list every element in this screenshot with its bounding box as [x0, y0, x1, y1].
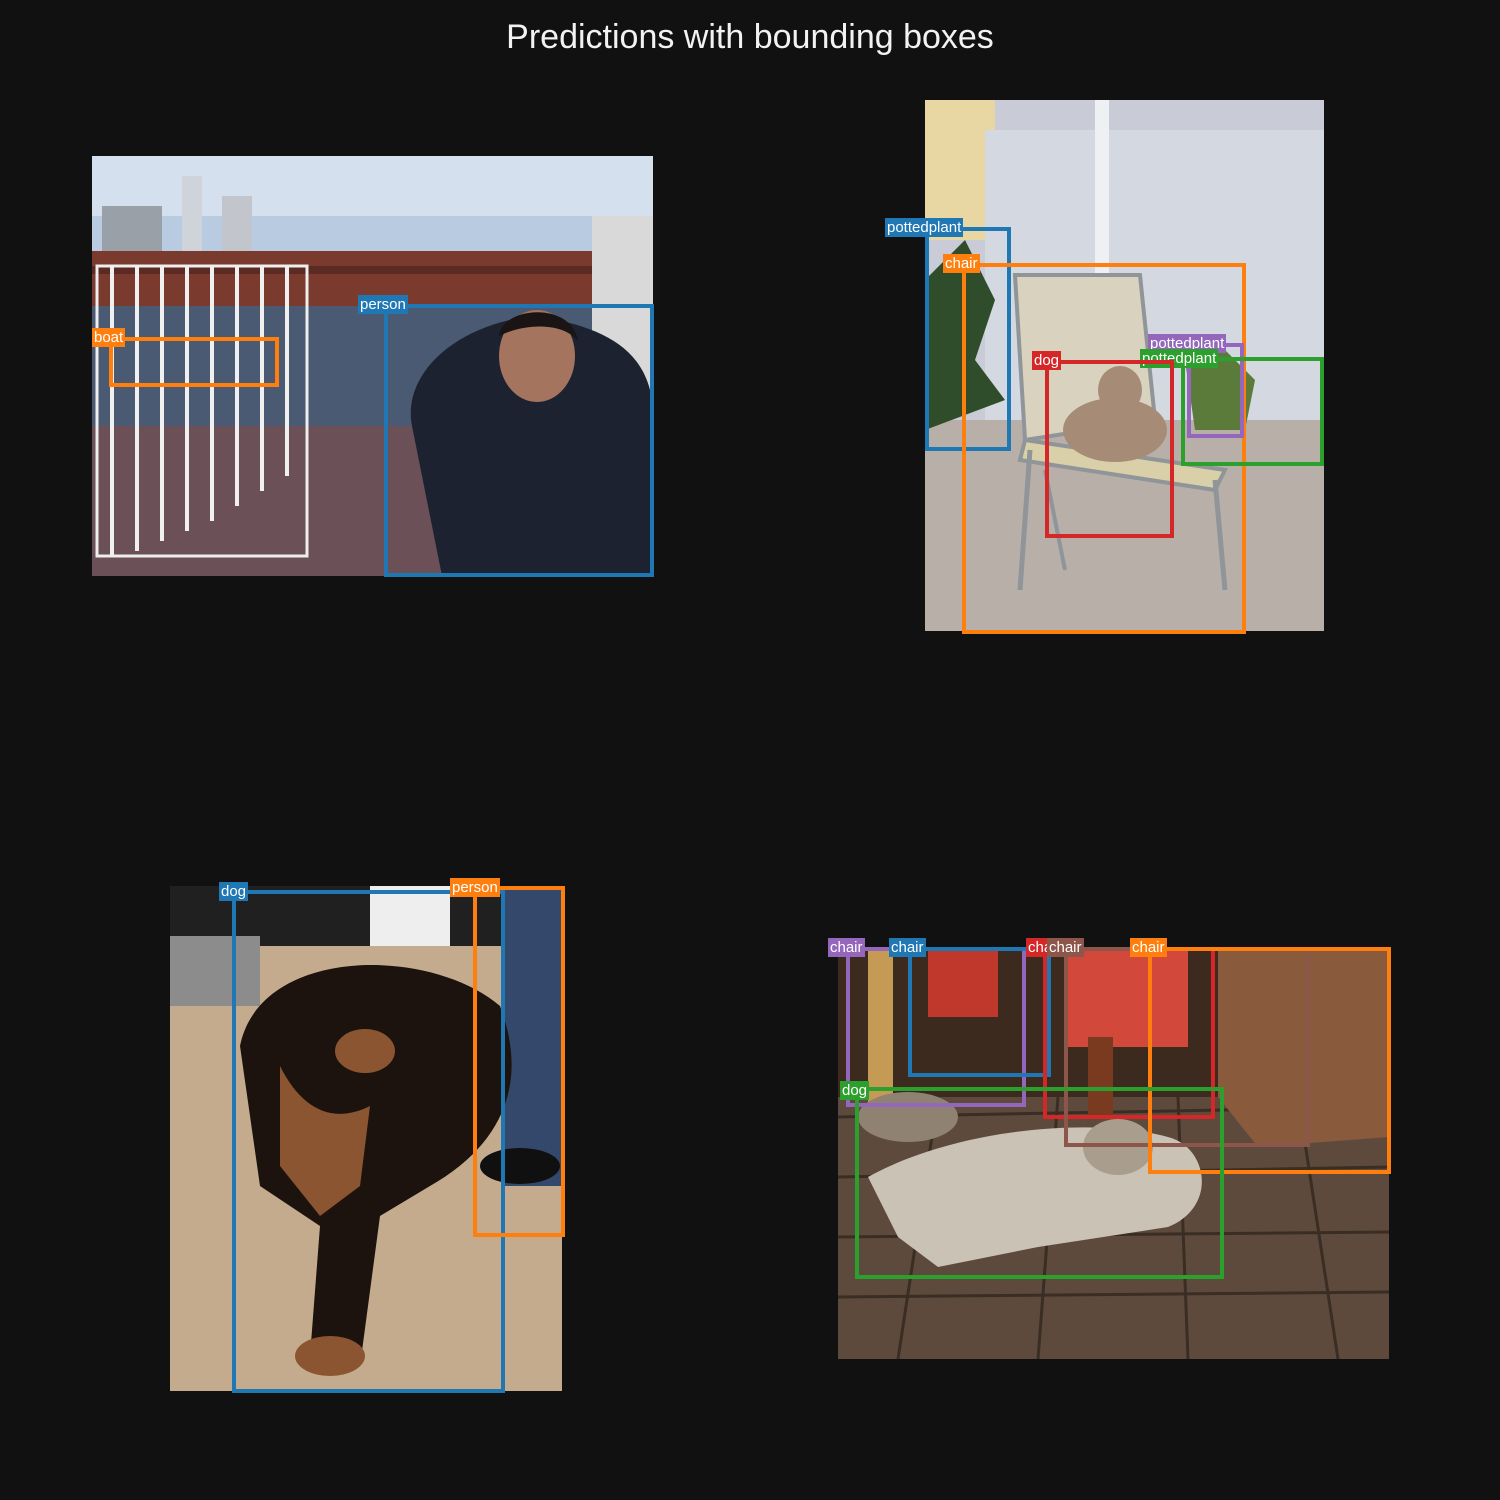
figure-title: Predictions with bounding boxes — [506, 18, 994, 56]
bbox-boat — [109, 337, 279, 387]
panel-deck-dog: chair chair chair chair chair dog — [828, 938, 1391, 1359]
panel-patio: pottedplant chair pottedplant pottedplant do… — [885, 100, 1324, 634]
bbox-label-pottedplant: pottedplant — [885, 218, 964, 237]
bbox-dog — [1045, 360, 1174, 538]
bbox-label-person: person — [450, 878, 500, 897]
bbox-label-dog: dog — [1032, 351, 1062, 370]
panel-harbor: person boat — [92, 156, 654, 577]
bbox-chair — [1148, 947, 1391, 1174]
photo-harbor — [92, 156, 653, 576]
bbox-label-dog: dog — [219, 882, 249, 901]
bbox-label-boat: boat — [92, 328, 126, 347]
bbox-label-pottedplant: pottedplant — [1148, 334, 1227, 353]
bbox-dog — [855, 1087, 1224, 1279]
bbox-label-chair: chair — [1047, 938, 1084, 957]
bbox-label-dog: dog — [840, 1081, 870, 1100]
panel-rug-dog: dog person — [170, 878, 565, 1393]
bbox-person — [384, 304, 654, 577]
bbox-chair — [908, 947, 1051, 1077]
bbox-label-chair: chair — [828, 938, 865, 957]
bbox-pottedplant — [1181, 357, 1324, 466]
bbox-label-chair: chair — [943, 254, 980, 273]
bbox-dog — [232, 890, 505, 1393]
bbox-label-person: person — [358, 295, 408, 314]
bbox-pottedplant — [925, 227, 1011, 451]
bbox-person — [473, 886, 565, 1237]
bbox-label-chair: chair — [889, 938, 926, 957]
bbox-label-chair: chair — [1130, 938, 1167, 957]
photo-patio — [925, 100, 1324, 631]
bbox-chair — [962, 263, 1246, 634]
